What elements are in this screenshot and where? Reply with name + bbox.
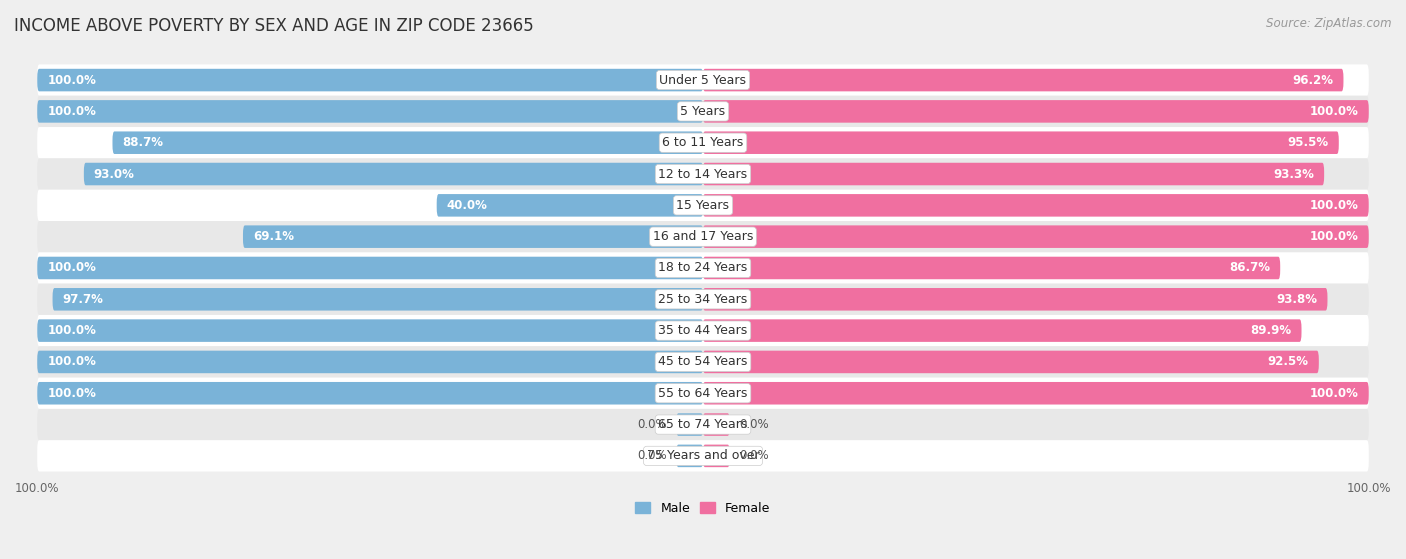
FancyBboxPatch shape xyxy=(37,257,703,280)
FancyBboxPatch shape xyxy=(37,315,1369,346)
Text: 100.0%: 100.0% xyxy=(1310,230,1358,243)
FancyBboxPatch shape xyxy=(37,69,703,91)
FancyBboxPatch shape xyxy=(703,288,1327,311)
Text: 18 to 24 Years: 18 to 24 Years xyxy=(658,262,748,274)
Text: 97.7%: 97.7% xyxy=(62,293,104,306)
Text: 100.0%: 100.0% xyxy=(1310,105,1358,118)
FancyBboxPatch shape xyxy=(703,319,1302,342)
Text: 12 to 14 Years: 12 to 14 Years xyxy=(658,168,748,181)
FancyBboxPatch shape xyxy=(37,221,1369,252)
Text: Source: ZipAtlas.com: Source: ZipAtlas.com xyxy=(1267,17,1392,30)
Text: 6 to 11 Years: 6 to 11 Years xyxy=(662,136,744,149)
FancyBboxPatch shape xyxy=(37,350,703,373)
FancyBboxPatch shape xyxy=(703,194,1369,217)
Text: 25 to 34 Years: 25 to 34 Years xyxy=(658,293,748,306)
FancyBboxPatch shape xyxy=(37,96,1369,127)
Text: INCOME ABOVE POVERTY BY SEX AND AGE IN ZIP CODE 23665: INCOME ABOVE POVERTY BY SEX AND AGE IN Z… xyxy=(14,17,534,35)
FancyBboxPatch shape xyxy=(37,377,1369,409)
FancyBboxPatch shape xyxy=(703,163,1324,185)
FancyBboxPatch shape xyxy=(37,382,703,405)
Text: 75 Years and over: 75 Years and over xyxy=(647,449,759,462)
Text: 0.0%: 0.0% xyxy=(740,449,769,462)
Text: 95.5%: 95.5% xyxy=(1288,136,1329,149)
FancyBboxPatch shape xyxy=(437,194,703,217)
Text: 92.5%: 92.5% xyxy=(1268,356,1309,368)
Text: 100.0%: 100.0% xyxy=(48,74,96,87)
Text: 55 to 64 Years: 55 to 64 Years xyxy=(658,387,748,400)
FancyBboxPatch shape xyxy=(243,225,703,248)
Text: 100.0%: 100.0% xyxy=(1310,387,1358,400)
FancyBboxPatch shape xyxy=(37,283,1369,315)
Text: 100.0%: 100.0% xyxy=(48,105,96,118)
Text: 100.0%: 100.0% xyxy=(48,387,96,400)
Text: 100.0%: 100.0% xyxy=(48,262,96,274)
Text: 35 to 44 Years: 35 to 44 Years xyxy=(658,324,748,337)
Text: 0.0%: 0.0% xyxy=(637,418,666,431)
FancyBboxPatch shape xyxy=(703,225,1369,248)
Text: 100.0%: 100.0% xyxy=(48,356,96,368)
FancyBboxPatch shape xyxy=(703,69,1344,91)
Text: Under 5 Years: Under 5 Years xyxy=(659,74,747,87)
FancyBboxPatch shape xyxy=(112,131,703,154)
Text: 100.0%: 100.0% xyxy=(48,324,96,337)
FancyBboxPatch shape xyxy=(37,190,1369,221)
FancyBboxPatch shape xyxy=(37,409,1369,440)
Text: 86.7%: 86.7% xyxy=(1229,262,1270,274)
Text: 96.2%: 96.2% xyxy=(1292,74,1333,87)
FancyBboxPatch shape xyxy=(703,257,1281,280)
Text: 15 Years: 15 Years xyxy=(676,199,730,212)
Text: 69.1%: 69.1% xyxy=(253,230,294,243)
Text: 93.8%: 93.8% xyxy=(1277,293,1317,306)
FancyBboxPatch shape xyxy=(676,444,703,467)
FancyBboxPatch shape xyxy=(703,382,1369,405)
FancyBboxPatch shape xyxy=(676,413,703,436)
Text: 16 and 17 Years: 16 and 17 Years xyxy=(652,230,754,243)
FancyBboxPatch shape xyxy=(37,252,1369,283)
FancyBboxPatch shape xyxy=(703,444,730,467)
Text: 5 Years: 5 Years xyxy=(681,105,725,118)
Text: 89.9%: 89.9% xyxy=(1250,324,1292,337)
FancyBboxPatch shape xyxy=(703,131,1339,154)
FancyBboxPatch shape xyxy=(84,163,703,185)
Text: 93.0%: 93.0% xyxy=(94,168,135,181)
FancyBboxPatch shape xyxy=(703,350,1319,373)
FancyBboxPatch shape xyxy=(703,413,730,436)
FancyBboxPatch shape xyxy=(37,100,703,122)
FancyBboxPatch shape xyxy=(37,440,1369,472)
FancyBboxPatch shape xyxy=(37,346,1369,377)
Legend: Male, Female: Male, Female xyxy=(630,497,776,520)
Text: 65 to 74 Years: 65 to 74 Years xyxy=(658,418,748,431)
Text: 40.0%: 40.0% xyxy=(447,199,488,212)
Text: 93.3%: 93.3% xyxy=(1274,168,1315,181)
FancyBboxPatch shape xyxy=(37,127,1369,158)
Text: 0.0%: 0.0% xyxy=(740,418,769,431)
FancyBboxPatch shape xyxy=(37,64,1369,96)
Text: 88.7%: 88.7% xyxy=(122,136,163,149)
Text: 0.0%: 0.0% xyxy=(637,449,666,462)
FancyBboxPatch shape xyxy=(37,319,703,342)
Text: 100.0%: 100.0% xyxy=(1310,199,1358,212)
Text: 45 to 54 Years: 45 to 54 Years xyxy=(658,356,748,368)
FancyBboxPatch shape xyxy=(703,100,1369,122)
FancyBboxPatch shape xyxy=(37,158,1369,190)
FancyBboxPatch shape xyxy=(52,288,703,311)
